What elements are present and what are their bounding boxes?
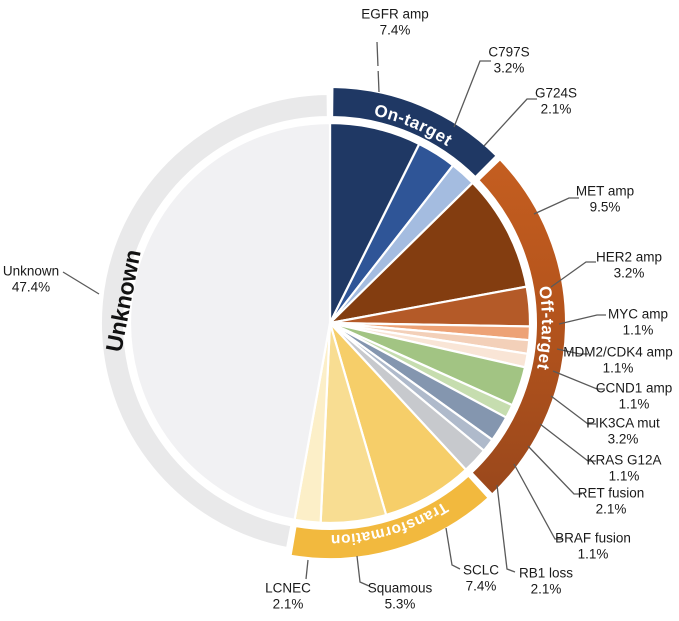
leader-line-squamous	[356, 555, 370, 587]
leader-line-lcnec	[305, 559, 309, 580]
slice-label-unknown: Unknown	[3, 264, 59, 279]
leader-line-ret-fusion	[527, 445, 582, 495]
slice-label-kras-g12a: KRAS G12A	[586, 453, 661, 468]
slice-label-ccnd1-amp: CCND1 amp	[596, 381, 673, 396]
leader-line-sclc	[445, 527, 461, 570]
category-ring-on-target	[331, 85, 498, 179]
slice-label-squamous: Squamous	[368, 581, 433, 596]
slice-percent-lcnec: 2.1%	[273, 597, 304, 612]
leader-line-kras-g12a	[539, 423, 596, 462]
leader-line-met-amp	[533, 197, 579, 215]
slice-label-her2-amp: HER2 amp	[596, 250, 662, 265]
leader-line-c797s	[453, 60, 491, 128]
leader-line-egfr-amp	[376, 41, 380, 93]
leader-line-mdm2-cdk4-amp	[556, 348, 588, 355]
slice-percent-unknown: 47.4%	[12, 280, 50, 295]
leader-line-her2-amp	[550, 261, 596, 288]
slice-percent-ret-fusion: 2.1%	[596, 502, 627, 517]
slice-percent-braf-fusion: 1.1%	[578, 547, 609, 562]
slice-percent-myc-amp: 1.1%	[623, 323, 654, 338]
slice-percent-mdm2-cdk4-amp: 1.1%	[603, 361, 634, 376]
slice-percent-pik3ca-mut: 3.2%	[608, 432, 639, 447]
slice-label-c797s: C797S	[488, 45, 529, 60]
slice-percent-kras-g12a: 1.1%	[609, 469, 640, 484]
slice-percent-g724s: 2.1%	[541, 102, 572, 117]
category-arc-label-off-target: Off-target	[533, 285, 557, 372]
slice-label-egfr-amp: EGFR amp	[361, 7, 429, 22]
pie-slice-unknown	[128, 121, 332, 521]
slice-percent-sclc: 7.4%	[466, 579, 497, 594]
slice-label-met-amp: MET amp	[576, 184, 634, 199]
slice-label-lcnec: LCNEC	[265, 581, 311, 596]
slice-label-ret-fusion: RET fusion	[578, 486, 645, 501]
slice-label-g724s: G724S	[535, 86, 577, 101]
leader-line-unknown	[62, 271, 100, 295]
leader-line-g724s	[483, 98, 537, 147]
leader-line-rb1-loss	[496, 484, 516, 573]
leader-line-ccnd1-amp	[552, 370, 605, 390]
slice-label-mdm2-cdk4-amp: MDM2/CDK4 amp	[563, 345, 673, 360]
slice-percent-rb1-loss: 2.1%	[531, 582, 562, 597]
slice-label-pik3ca-mut: PIK3CA mut	[586, 416, 660, 431]
slice-percent-c797s: 3.2%	[494, 61, 525, 76]
slice-percent-egfr-amp: 7.4%	[380, 23, 411, 38]
category-ring-unknown	[100, 92, 329, 550]
slice-percent-ccnd1-amp: 1.1%	[619, 397, 650, 412]
slice-percent-squamous: 5.3%	[385, 597, 416, 612]
slice-percent-met-amp: 9.5%	[590, 200, 621, 215]
leader-line-pik3ca-mut	[550, 395, 596, 425]
slice-label-braf-fusion: BRAF fusion	[555, 531, 631, 546]
slice-label-rb1-loss: RB1 loss	[519, 566, 573, 581]
slice-label-sclc: SCLC	[463, 563, 499, 578]
slice-label-myc-amp: MYC amp	[608, 307, 668, 322]
leader-line-myc-amp	[558, 314, 606, 325]
pie-slice-met-amp	[328, 181, 528, 325]
leader-line-braf-fusion	[513, 463, 563, 540]
category-ring-off-target	[470, 157, 567, 496]
category-ring-transformation	[289, 474, 490, 560]
slice-percent-her2-amp: 3.2%	[614, 266, 645, 281]
